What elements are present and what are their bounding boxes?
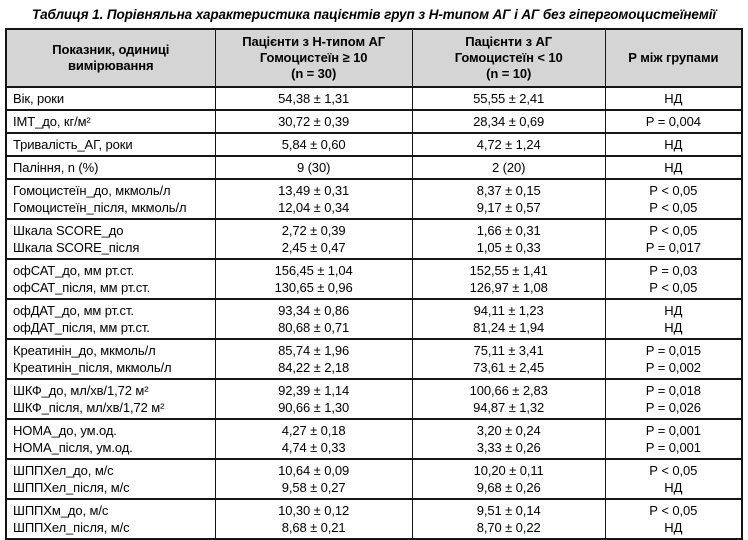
- p-value: НД: [604, 132, 743, 157]
- group2-value: 9,51 ± 0,14 8,70 ± 0,22: [411, 498, 606, 540]
- group2-value: 94,11 ± 1,23 81,24 ± 1,94: [411, 298, 606, 340]
- group2-value: 2 (20): [411, 155, 606, 180]
- table-title: Таблиця 1. Порівняльна характеристика па…: [31, 7, 717, 22]
- row-label: Паління, n (%): [5, 155, 216, 180]
- row-label: ІМТ_до, кг/м²: [5, 109, 216, 134]
- table-row: офДАТ_до, мм рт.ст. офДАТ_після, мм рт.ст…: [5, 298, 743, 340]
- table-row: Вік, роки 54,38 ± 1,31 55,55 ± 2,41 НД: [5, 86, 743, 111]
- header-group1: Пацієнти з Н-типом АГ Гомоцистеїн ≥ 10 (…: [214, 28, 413, 88]
- row-label: Тривалість_АГ, роки: [5, 132, 216, 157]
- group1-value: 85,74 ± 1,96 84,22 ± 2,18: [214, 338, 413, 380]
- p-value: НД НД: [604, 298, 743, 340]
- p-value: Р < 0,05 НД: [604, 498, 743, 540]
- p-value: Р < 0,05 Р = 0,017: [604, 218, 743, 260]
- group1-value: 54,38 ± 1,31: [214, 86, 413, 111]
- group2-value: 55,55 ± 2,41: [411, 86, 606, 111]
- row-label: офСАТ_до, мм рт.ст. офСАТ_після, мм рт.ст…: [5, 258, 216, 300]
- p-value: Р = 0,001 Р = 0,001: [604, 418, 743, 460]
- p-value: Р < 0,05 Р < 0,05: [604, 178, 743, 220]
- header-group2: Пацієнти з АГ Гомоцистеїн < 10 (n = 10): [411, 28, 606, 88]
- group2-value: 28,34 ± 0,69: [411, 109, 606, 134]
- row-label: ШППХм_до, м/с ШППХел_після, м/с: [5, 498, 216, 540]
- group1-value: 5,84 ± 0,60: [214, 132, 413, 157]
- group1-value: 30,72 ± 0,39: [214, 109, 413, 134]
- group2-value: 75,11 ± 3,41 73,61 ± 2,45: [411, 338, 606, 380]
- p-value: Р = 0,015 Р = 0,002: [604, 338, 743, 380]
- header-group1-line2: Гомоцистеїн ≥ 10: [259, 50, 368, 65]
- table-row: Тривалість_АГ, роки 5,84 ± 0,60 4,72 ± 1…: [5, 132, 743, 157]
- table-row: ШКФ_до, мл/хв/1,72 м² ШКФ_після, мл/хв/1,…: [5, 378, 743, 420]
- table-row: Паління, n (%) 9 (30) 2 (20) НД: [5, 155, 743, 180]
- header-pvalue: Р між групами: [604, 28, 743, 88]
- row-label: офДАТ_до, мм рт.ст. офДАТ_після, мм рт.ст…: [5, 298, 216, 340]
- group1-value: 9 (30): [214, 155, 413, 180]
- group2-value: 100,66 ± 2,83 94,87 ± 1,32: [411, 378, 606, 420]
- row-label: Вік, роки: [5, 86, 216, 111]
- table-row: Гомоцистеїн_до, мкмоль/л Гомоцистеїн_післ…: [5, 178, 743, 220]
- group2-value: 152,55 ± 1,41 126,97 ± 1,08: [411, 258, 606, 300]
- header-indicator: Показник, одиниці вимірювання: [5, 28, 216, 88]
- p-value: Р = 0,03 Р < 0,05: [604, 258, 743, 300]
- p-value: Р = 0,018 Р = 0,026: [604, 378, 743, 420]
- row-label: ШКФ_до, мл/хв/1,72 м² ШКФ_після, мл/хв/1,…: [5, 378, 216, 420]
- table-row: Креатинін_до, мкмоль/л Креатинін_після, м…: [5, 338, 743, 380]
- group1-value: 4,27 ± 0,18 4,74 ± 0,33: [214, 418, 413, 460]
- group1-value: 10,30 ± 0,12 8,68 ± 0,21: [214, 498, 413, 540]
- group1-value: 2,72 ± 0,39 2,45 ± 0,47: [214, 218, 413, 260]
- row-label: ШППХел_до, м/с ШППХел_після, м/с: [5, 458, 216, 500]
- header-row: Показник, одиниці вимірювання Пацієнти з…: [5, 28, 743, 88]
- header-group2-line2: Гомоцистеїн < 10: [454, 50, 563, 65]
- group2-value: 3,20 ± 0,24 3,33 ± 0,26: [411, 418, 606, 460]
- group2-value: 8,37 ± 0,15 9,17 ± 0,57: [411, 178, 606, 220]
- table-row: Шкала SCORE_до Шкала SCORE_після 2,72 ± 0…: [5, 218, 743, 260]
- p-value: НД: [604, 86, 743, 111]
- group1-value: 92,39 ± 1,14 90,66 ± 1,30: [214, 378, 413, 420]
- group1-value: 156,45 ± 1,04 130,65 ± 0,96: [214, 258, 413, 300]
- row-label: Гомоцистеїн_до, мкмоль/л Гомоцистеїн_післ…: [5, 178, 216, 220]
- row-label: Шкала SCORE_до Шкала SCORE_після: [5, 218, 216, 260]
- group1-value: 93,34 ± 0,86 80,68 ± 0,71: [214, 298, 413, 340]
- p-value: Р = 0,004: [604, 109, 743, 134]
- p-value: Р < 0,05 НД: [604, 458, 743, 500]
- header-group1-line1: Пацієнти з Н-типом АГ: [242, 34, 386, 49]
- table-row: ШППХел_до, м/с ШППХел_після, м/с 10,64 ± …: [5, 458, 743, 500]
- header-group2-line1: Пацієнти з АГ: [465, 34, 553, 49]
- row-label: НОМА_до, ум.од. НОМА_після, ум.од.: [5, 418, 216, 460]
- header-group1-line3: (n = 30): [291, 66, 337, 81]
- group2-value: 1,66 ± 0,31 1,05 ± 0,33: [411, 218, 606, 260]
- group2-value: 4,72 ± 1,24: [411, 132, 606, 157]
- row-label: Креатинін_до, мкмоль/л Креатинін_після, м…: [5, 338, 216, 380]
- table-row: ШППХм_до, м/с ШППХел_після, м/с 10,30 ± 0…: [5, 498, 743, 540]
- table-row: НОМА_до, ум.од. НОМА_після, ум.од. 4,27 ±…: [5, 418, 743, 460]
- header-group2-line3: (n = 10): [486, 66, 532, 81]
- group2-value: 10,20 ± 0,11 9,68 ± 0,26: [411, 458, 606, 500]
- p-value: НД: [604, 155, 743, 180]
- table-row: ІМТ_до, кг/м² 30,72 ± 0,39 28,34 ± 0,69 …: [5, 109, 743, 134]
- group1-value: 10,64 ± 0,09 9,58 ± 0,27: [214, 458, 413, 500]
- group1-value: 13,49 ± 0,31 12,04 ± 0,34: [214, 178, 413, 220]
- table-row: офСАТ_до, мм рт.ст. офСАТ_після, мм рт.ст…: [5, 258, 743, 300]
- comparison-table: Показник, одиниці вимірювання Пацієнти з…: [5, 28, 743, 540]
